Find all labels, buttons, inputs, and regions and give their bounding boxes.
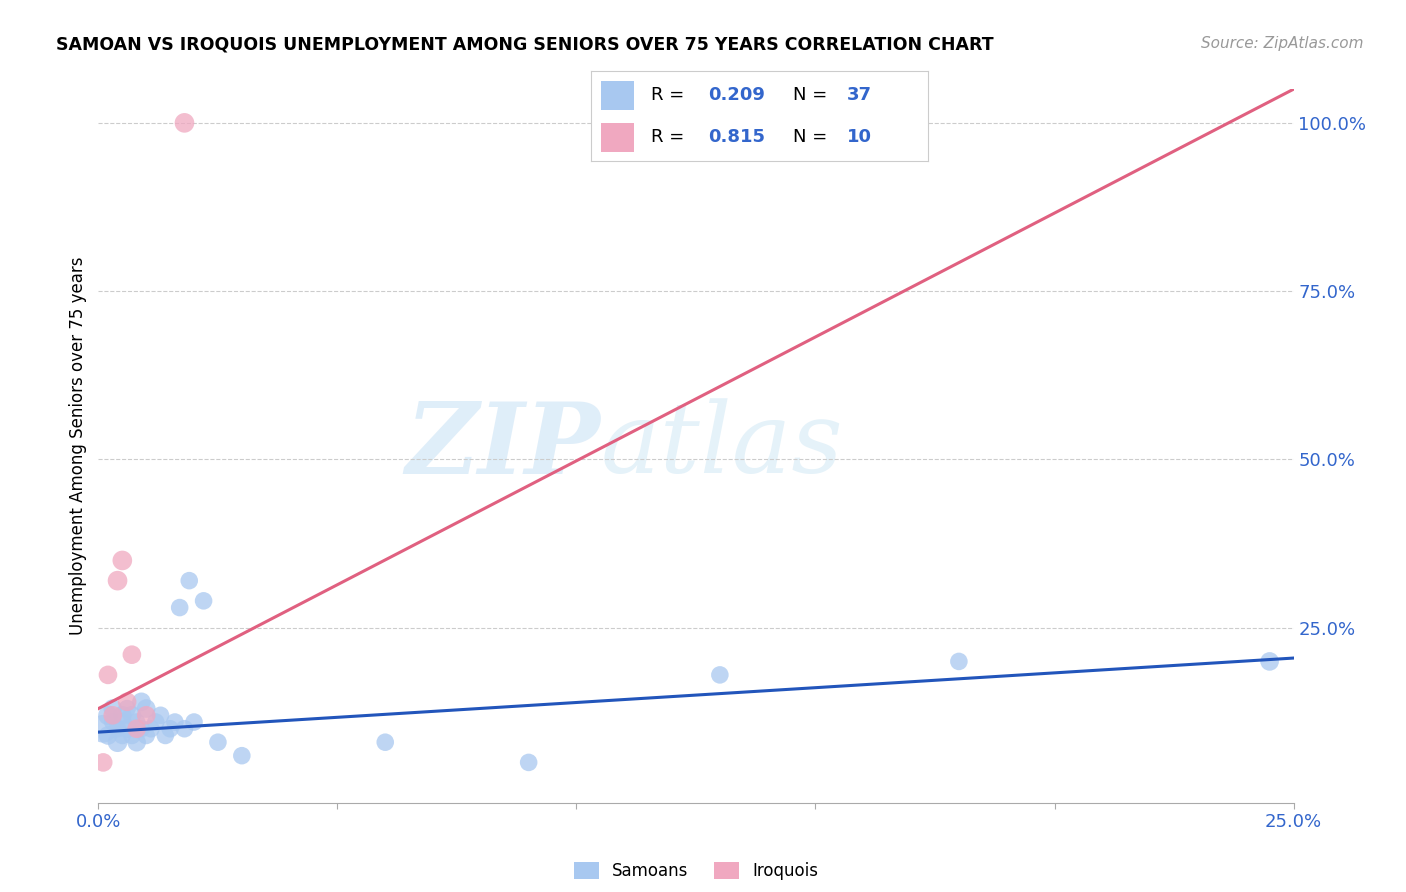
FancyBboxPatch shape [600,123,634,152]
Point [115,701,138,715]
Point [115,695,138,709]
Text: atlas: atlas [600,399,844,493]
Point [179,574,201,588]
Point [517,756,540,770]
Text: Source: ZipAtlas.com: Source: ZipAtlas.com [1201,36,1364,51]
Point [173,722,195,736]
Text: 0.209: 0.209 [709,87,765,104]
Point [374,735,396,749]
Point [115,722,138,736]
Point [91,722,114,736]
Point [163,714,186,729]
Text: 37: 37 [846,87,872,104]
Point [97,668,120,682]
Text: ZIP: ZIP [405,398,600,494]
Point [101,701,124,715]
Point [131,695,153,709]
Point [231,748,253,763]
Point [91,756,114,770]
Point [121,708,143,723]
Point [1258,655,1281,669]
Point [135,701,157,715]
Point [139,722,162,736]
Point [183,714,205,729]
Point [97,729,120,743]
Point [111,708,134,723]
Legend: Samoans, Iroquois: Samoans, Iroquois [574,862,818,880]
Point [193,594,215,608]
Point [135,729,157,743]
Point [107,574,129,588]
Point [135,708,157,723]
Point [125,714,148,729]
FancyBboxPatch shape [600,81,634,110]
Text: 10: 10 [846,128,872,146]
Point [121,648,143,662]
Point [159,722,181,736]
Text: SAMOAN VS IROQUOIS UNEMPLOYMENT AMONG SENIORS OVER 75 YEARS CORRELATION CHART: SAMOAN VS IROQUOIS UNEMPLOYMENT AMONG SE… [56,36,994,54]
Point [948,655,970,669]
Point [149,708,172,723]
Text: N =: N = [793,87,832,104]
Point [125,735,148,749]
Y-axis label: Unemployment Among Seniors over 75 years: Unemployment Among Seniors over 75 years [69,257,87,635]
Point [125,722,148,736]
Point [207,735,229,749]
Point [97,708,120,723]
Point [173,116,195,130]
Point [107,735,129,749]
Point [121,729,143,743]
Point [145,714,167,729]
Text: N =: N = [793,128,832,146]
Point [111,729,134,743]
Point [155,729,177,743]
Text: R =: R = [651,87,690,104]
Point [111,714,134,729]
Point [169,600,191,615]
Point [101,708,124,723]
Point [131,722,153,736]
Point [101,714,124,729]
Text: R =: R = [651,128,690,146]
Point [709,668,731,682]
Point [107,722,129,736]
Point [111,553,134,567]
Text: 0.815: 0.815 [709,128,766,146]
